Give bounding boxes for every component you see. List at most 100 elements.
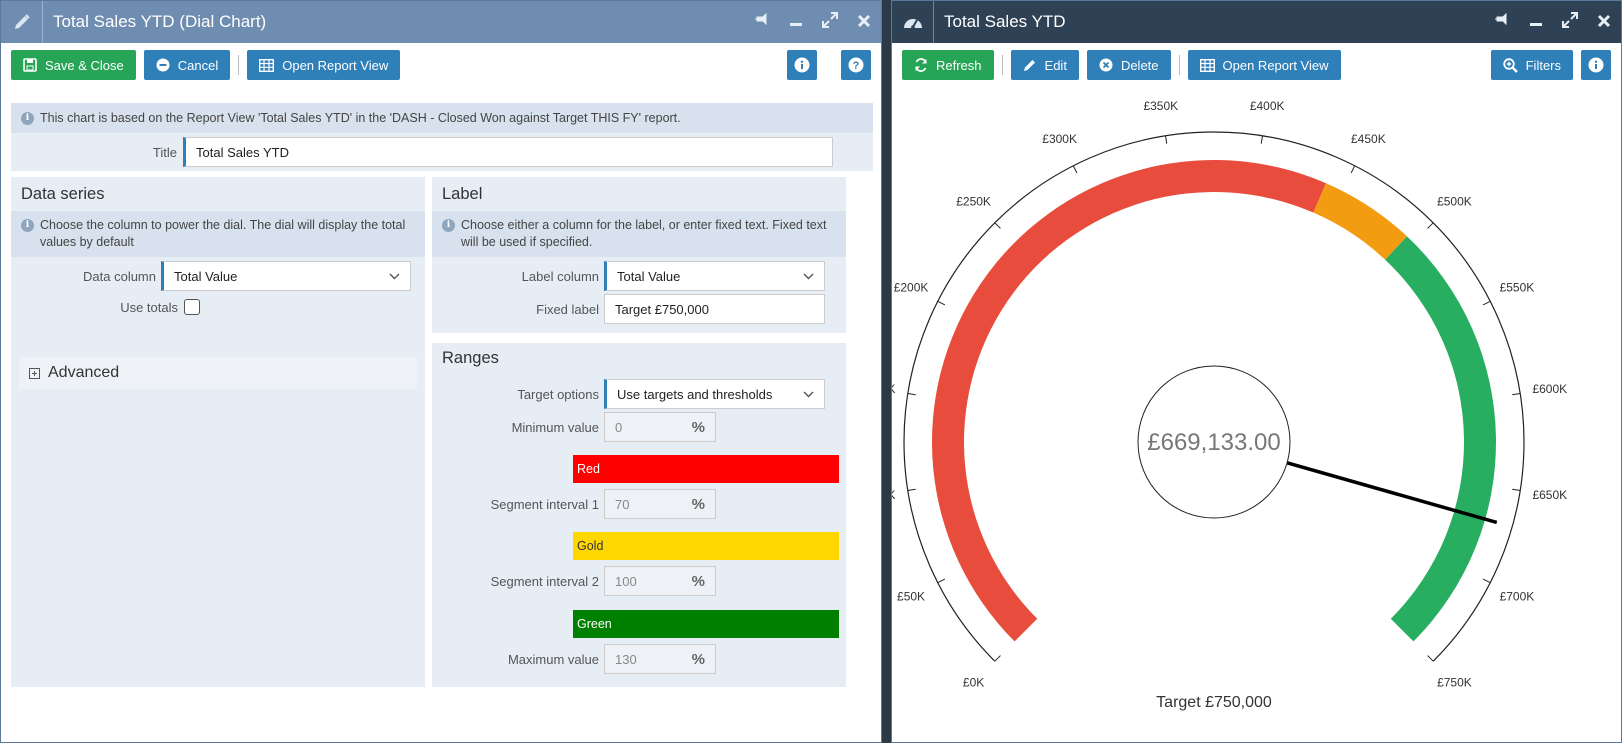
gauge-tick-label: £50K [897,589,925,603]
gauge-tick-label: £400K [1250,99,1285,113]
green-color-label: Green [577,617,612,631]
data-column-select[interactable]: Total Value [161,261,411,291]
minimize-icon[interactable] [1519,12,1553,33]
gauge-tick [994,655,1001,662]
cancel-label: Cancel [177,57,219,73]
percent-icon: % [691,572,705,590]
table-icon [1199,58,1215,72]
gauge-ticks: £0K £50K £100K £150K £200K £250K £300K £350K £40… [892,99,1567,689]
gauge-tick-label: £650K [1532,488,1567,502]
use-totals-checkbox[interactable] [184,299,200,315]
minimize-icon[interactable] [779,12,813,33]
report-info-text: This chart is based on the Report View '… [40,111,681,125]
gold-color-swatch[interactable]: Gold [573,532,839,560]
table-icon [259,58,275,72]
data-column-label: Data column [83,268,156,284]
use-totals-label: Use totals [120,299,178,315]
editor-toolbar: Save & Close Cancel Open Report View ? [1,43,881,87]
maximum-value-input[interactable]: 130 % [604,644,716,674]
refresh-button[interactable]: Refresh [902,50,994,80]
gauge-tick-label: £200K [894,281,929,295]
label-panel: Label i Choose either a column for the l… [432,177,846,333]
toolbar-separator [1178,55,1180,75]
close-circle-icon [1099,58,1113,72]
svg-text:?: ? [853,60,860,72]
refresh-label: Refresh [936,57,982,73]
open-report-view-button[interactable]: Open Report View [247,50,401,80]
chart-window-title: Total Sales YTD [944,12,1066,31]
gauge-target-label: Target £750,000 [1156,694,1272,711]
pin-icon[interactable] [1485,12,1519,33]
close-icon[interactable] [1587,12,1621,33]
data-column-value: Total Value [174,268,238,284]
target-options-label: Target options [517,386,599,402]
maximize-icon[interactable] [1553,11,1587,33]
pin-icon[interactable] [745,12,779,33]
minimum-value-label: Minimum value [511,419,599,435]
info-icon: i [21,111,34,125]
green-color-swatch[interactable]: Green [573,610,839,638]
target-options-select[interactable]: Use targets and thresholds [604,379,825,409]
use-totals-row: Use totals [11,299,200,315]
question-icon: ? [848,57,864,73]
gauge-tick-label: £550K [1500,281,1535,295]
segment-interval-2-input[interactable]: 100 % [604,566,716,596]
toolbar-separator [238,55,240,75]
data-series-panel: Data series i Choose the column to power… [11,177,425,687]
gauge-tick [1427,222,1434,229]
segment-interval-1-text: 70 [615,496,630,512]
cancel-button[interactable]: Cancel [143,50,231,80]
gauge-tick-label: £0K [963,675,984,689]
segment-interval-2-row: Segment interval 2 100 % [432,566,716,596]
data-series-header: Data series [11,177,425,211]
expand-plus-icon [29,367,40,379]
title-input[interactable]: Total Sales YTD [183,137,833,167]
gauge-value-text: £669,133.00 [1147,429,1280,456]
label-info-text: Choose either a column for the label, or… [461,218,827,249]
open-report-view-button[interactable]: Open Report View [1187,50,1341,80]
percent-icon: % [691,495,705,513]
gauge-outer-arc [903,131,1525,662]
gauge-tick [1072,165,1078,174]
gauge-tick [907,488,916,491]
segment-interval-2-text: 100 [615,573,637,589]
refresh-icon [914,58,928,72]
red-color-swatch[interactable]: Red [573,455,839,483]
gauge-tick-label: £700K [1500,589,1535,603]
minimum-value-input[interactable]: 0 % [604,412,716,442]
label-column-select[interactable]: Total Value [604,261,825,291]
delete-label: Delete [1120,57,1159,73]
gauge-band-3 [1385,236,1496,642]
delete-button[interactable]: Delete [1086,50,1171,80]
gauge-tick [1165,135,1168,144]
save-icon [23,58,37,72]
maximize-icon[interactable] [813,11,847,33]
label-info: i Choose either a column for the label, … [432,211,846,257]
gauge-tick [1482,300,1491,306]
info-button[interactable] [787,50,817,80]
info-icon [794,57,810,73]
segment-interval-1-input[interactable]: 70 % [604,489,716,519]
fixed-label-input[interactable]: Target £750,000 [604,294,825,324]
gauge-tick-label: £150K [892,382,896,396]
open-report-view-label: Open Report View [1222,57,1329,73]
gauge-tick-label: £600K [1532,382,1567,396]
fixed-label-label: Fixed label [536,301,599,317]
filters-button[interactable]: Filters [1490,50,1573,80]
label-column-row: Label column Total Value [432,261,825,291]
label-column-value: Total Value [617,268,681,284]
percent-icon: % [691,418,705,436]
ranges-header: Ranges [432,343,846,373]
close-icon[interactable] [847,12,881,33]
chart-toolbar: Refresh Edit Delete Open Report View Fil… [892,43,1621,87]
title-row: Title Total Sales YTD [11,133,873,171]
gauge-tick [1512,393,1521,396]
data-column-row: Data column Total Value [11,261,411,291]
save-close-button[interactable]: Save & Close [11,50,136,80]
gauge-tick [937,578,946,584]
maximum-value-text: 130 [615,651,637,667]
advanced-section-toggle[interactable]: Advanced [19,357,417,389]
edit-button[interactable]: Edit [1010,50,1079,80]
info-button[interactable] [1581,50,1611,80]
help-button[interactable]: ? [841,50,871,80]
